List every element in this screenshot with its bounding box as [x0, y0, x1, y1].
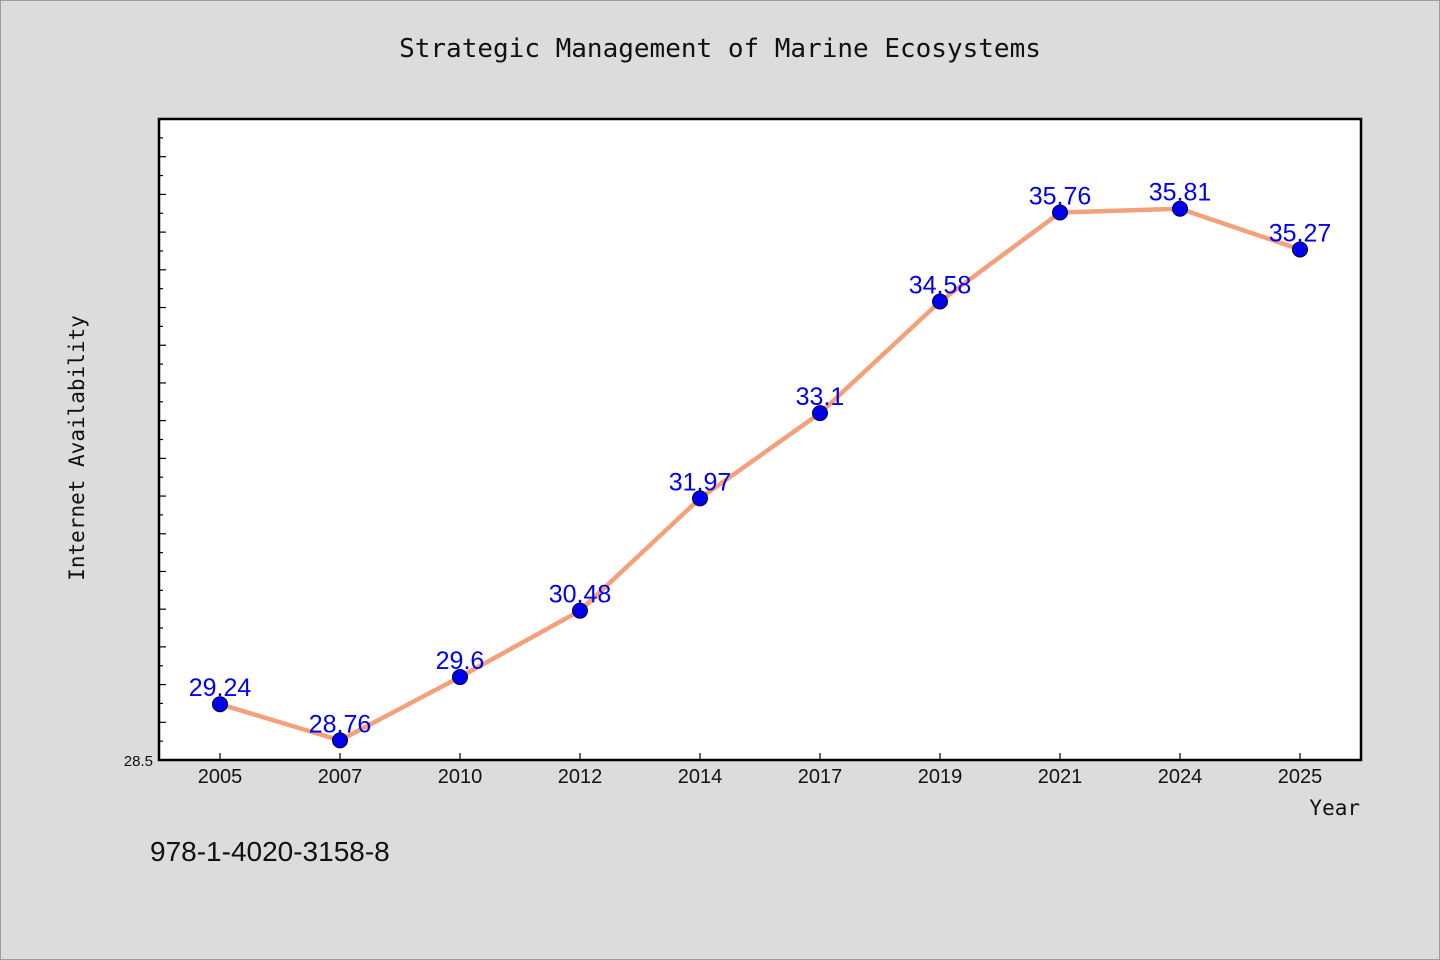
data-point: [1172, 200, 1188, 217]
data-point: [1052, 204, 1068, 221]
x-axis-ticks: 2005 2007 2010 2012 2014 2017 2019 2021 2024 2025: [198, 753, 1323, 788]
data-point: [572, 602, 588, 619]
data-label: 28.76: [309, 710, 372, 738]
series-group: 29.24 28.76 29.6 30.48 31.97 33.1 34.58 35.76 35…: [189, 179, 1332, 749]
data-point: [212, 696, 228, 713]
data-label: 35.27: [1269, 219, 1332, 247]
y-tick-label: 28.5: [124, 753, 153, 770]
data-label: 34.58: [909, 271, 972, 299]
data-point: [1292, 241, 1308, 258]
y-axis-ticks: 28.5: [124, 118, 166, 770]
chart-title: Strategic Management of Marine Ecosystem…: [399, 34, 1041, 64]
data-label: 33.1: [796, 383, 845, 411]
x-tick-label: 2017: [798, 766, 843, 788]
series-line: [217, 206, 1303, 743]
data-point: [452, 669, 468, 686]
data-label: 31.97: [669, 468, 732, 496]
x-tick-label: 2007: [318, 766, 363, 788]
x-axis-label: Year: [1309, 796, 1360, 820]
data-point: [332, 732, 348, 749]
x-tick-label: 2005: [198, 766, 243, 788]
data-label: 35.76: [1029, 183, 1092, 211]
data-label: 29.6: [436, 647, 485, 675]
x-tick-label: 2019: [918, 766, 963, 788]
x-tick-label: 2010: [438, 766, 483, 788]
data-point: [692, 490, 708, 507]
x-tick-label: 2025: [1278, 766, 1323, 788]
data-point: [932, 293, 948, 310]
x-tick-label: 2012: [558, 766, 603, 788]
plot-area: [157, 117, 1363, 762]
x-tick-label: 2024: [1158, 766, 1203, 788]
data-label: 35.81: [1149, 179, 1212, 207]
x-tick-label: 2021: [1038, 766, 1083, 788]
data-label: 29.24: [189, 674, 252, 702]
data-point: [812, 405, 828, 422]
footer-isbn: 978-1-4020-3158-8: [150, 836, 390, 867]
x-tick-label: 2014: [678, 766, 723, 788]
data-label: 30.48: [549, 581, 612, 609]
